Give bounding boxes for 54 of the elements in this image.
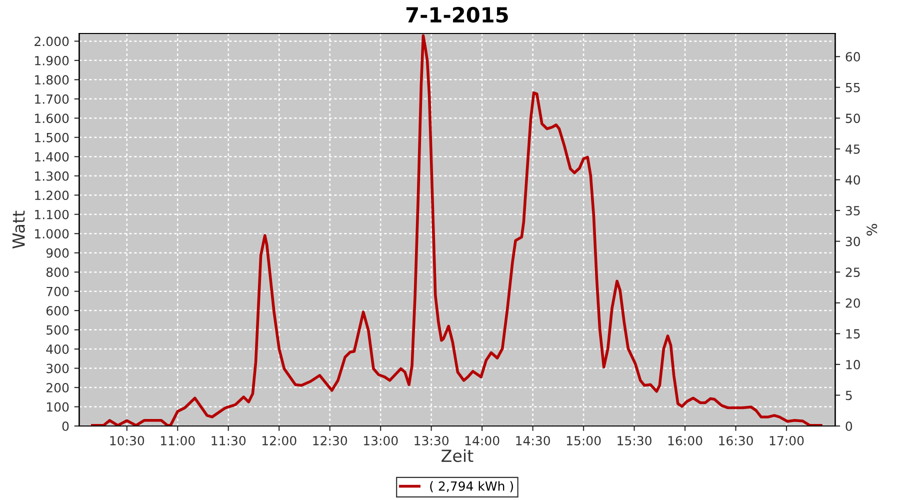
x-axis-title: Zeit	[442, 449, 474, 462]
y-tick-label: 1.300	[35, 171, 69, 181]
y-tick-label: 1.600	[35, 114, 69, 124]
y-tick-label: 1.700	[35, 94, 69, 104]
x-tick-label: 16:30	[719, 436, 753, 446]
y-tick-label: 800	[46, 268, 69, 278]
line-series	[91, 34, 822, 426]
x-tick-label: 11:30	[212, 436, 246, 446]
x-tick-label: 15:00	[566, 436, 601, 446]
x-tick-label: 13:30	[414, 436, 449, 446]
x-tick-label: 10:30	[110, 436, 144, 446]
x-tick-label: 12:30	[313, 436, 348, 446]
y2-tick-label: 0	[846, 421, 852, 431]
y-tick-label: 600	[46, 306, 69, 316]
y-tick-label: 400	[46, 344, 69, 354]
x-tick-label: 15:30	[618, 436, 652, 446]
y-tick-label: 1.500	[35, 132, 69, 142]
x-tick-label: 14:30	[516, 436, 550, 446]
y-axis-title: Watt	[12, 210, 25, 249]
y-tick-label: 0	[62, 421, 69, 431]
x-tick-label: 17:00	[770, 436, 804, 446]
legend-label: ( 2,794 kWh )	[430, 481, 513, 492]
y2-tick-label: 35	[846, 206, 860, 216]
y-tick-label: 2.000	[34, 36, 69, 46]
x-tick-label: 11:00	[160, 436, 195, 446]
y2-tick-label: 40	[846, 175, 860, 185]
y-tick-label: 1.900	[35, 56, 69, 66]
y-tick-label: 1.100	[35, 210, 69, 220]
y-tick-label: 200	[46, 382, 69, 392]
x-tick-label: 16:00	[668, 436, 702, 446]
y2-tick-label: 60	[846, 52, 860, 62]
y2-axis-title: %	[866, 224, 878, 236]
y-tick-label: 1.800	[35, 75, 69, 85]
y2-tick-label: 5	[846, 390, 852, 400]
y2-tick-label: 50	[846, 114, 860, 124]
y-tick-label: 1.200	[35, 190, 69, 200]
chart-title: 7-1-2015	[406, 6, 508, 23]
y-tick-label: 1.000	[35, 229, 69, 239]
y-tick-label: 1.400	[35, 152, 69, 162]
y-tick-label: 100	[46, 402, 69, 412]
y2-tick-label: 10	[846, 360, 860, 370]
x-tick-label: 12:00	[262, 436, 296, 446]
y2-tick-label: 20	[846, 298, 860, 308]
y2-tick-label: 45	[846, 144, 860, 154]
y2-tick-label: 55	[846, 83, 860, 92]
y-tick-label: 300	[46, 364, 69, 374]
y2-tick-label: 30	[846, 236, 860, 246]
y2-tick-label: 15	[846, 329, 860, 339]
y2-tick-label: 25	[846, 268, 860, 278]
y-tick-label: 700	[46, 286, 69, 296]
x-tick-label: 14:00	[465, 436, 500, 446]
y-tick-label: 500	[46, 325, 69, 335]
y-tick-label: 900	[46, 248, 69, 258]
x-tick-label: 13:00	[364, 436, 398, 446]
